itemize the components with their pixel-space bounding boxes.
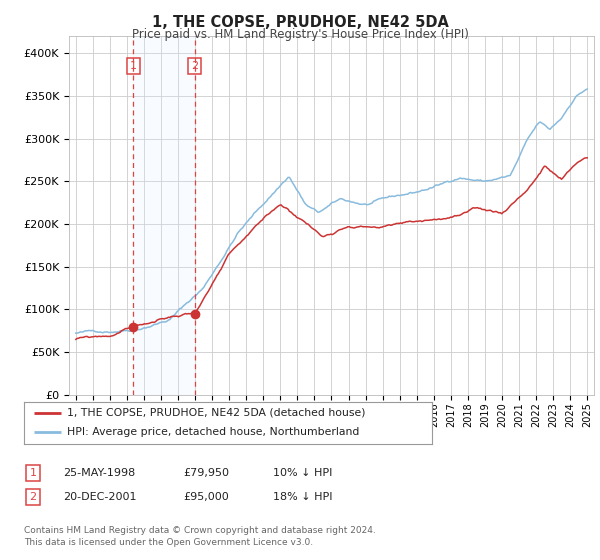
Text: £95,000: £95,000 bbox=[183, 492, 229, 502]
Text: 10% ↓ HPI: 10% ↓ HPI bbox=[273, 468, 332, 478]
Text: 18% ↓ HPI: 18% ↓ HPI bbox=[273, 492, 332, 502]
Text: 2: 2 bbox=[29, 492, 37, 502]
Text: Price paid vs. HM Land Registry's House Price Index (HPI): Price paid vs. HM Land Registry's House … bbox=[131, 28, 469, 41]
Text: 1, THE COPSE, PRUDHOE, NE42 5DA: 1, THE COPSE, PRUDHOE, NE42 5DA bbox=[152, 15, 448, 30]
Text: 25-MAY-1998: 25-MAY-1998 bbox=[63, 468, 135, 478]
Text: HPI: Average price, detached house, Northumberland: HPI: Average price, detached house, Nort… bbox=[67, 427, 359, 437]
Text: 1: 1 bbox=[130, 61, 137, 71]
Text: 1, THE COPSE, PRUDHOE, NE42 5DA (detached house): 1, THE COPSE, PRUDHOE, NE42 5DA (detache… bbox=[67, 408, 365, 418]
Text: Contains HM Land Registry data © Crown copyright and database right 2024.: Contains HM Land Registry data © Crown c… bbox=[24, 526, 376, 535]
Bar bbox=[133, 36, 194, 395]
Text: This data is licensed under the Open Government Licence v3.0.: This data is licensed under the Open Gov… bbox=[24, 538, 313, 547]
Text: £79,950: £79,950 bbox=[183, 468, 229, 478]
Text: 20-DEC-2001: 20-DEC-2001 bbox=[63, 492, 137, 502]
Text: 2: 2 bbox=[191, 61, 198, 71]
Text: 1: 1 bbox=[29, 468, 37, 478]
